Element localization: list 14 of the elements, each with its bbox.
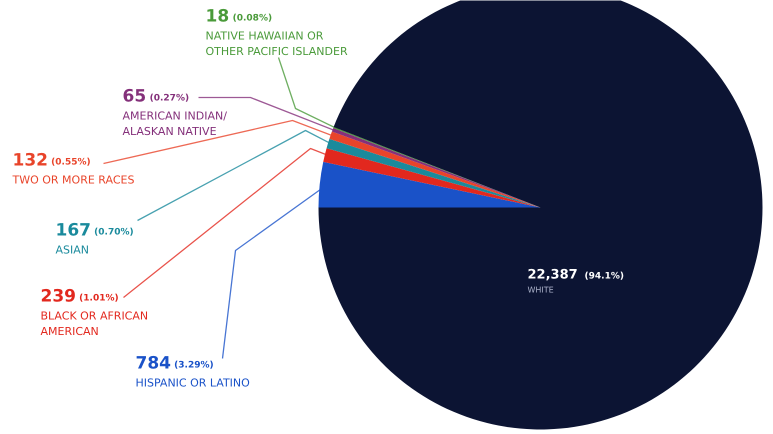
slice-label: HISPANIC OR LATINO <box>136 376 250 390</box>
data-label: 18 (0.08%) <box>206 6 272 26</box>
data-label: 167 (0.70%) <box>56 220 134 240</box>
slice-label: AMERICAN INDIAN/ ALASKAN NATIVE <box>122 110 228 138</box>
data-label: 239 (1.01%) <box>40 286 119 306</box>
slice-label: TWO OR MORE RACES <box>12 174 134 186</box>
slice-label: NATIVE HAWAIIAN OR OTHER PACIFIC ISLANDER <box>206 30 348 58</box>
data-label: 132 (0.55%) <box>12 150 91 170</box>
data-label: 22,387 (94.1%) <box>528 268 624 282</box>
slice-label: WHITE <box>528 286 554 294</box>
data-label: 784 (3.29%) <box>136 354 214 374</box>
data-label: 65 (0.27%) <box>122 86 190 106</box>
slice-label: ASIAN <box>56 244 90 256</box>
slice-label: BLACK OR AFRICAN AMERICAN <box>40 310 148 338</box>
